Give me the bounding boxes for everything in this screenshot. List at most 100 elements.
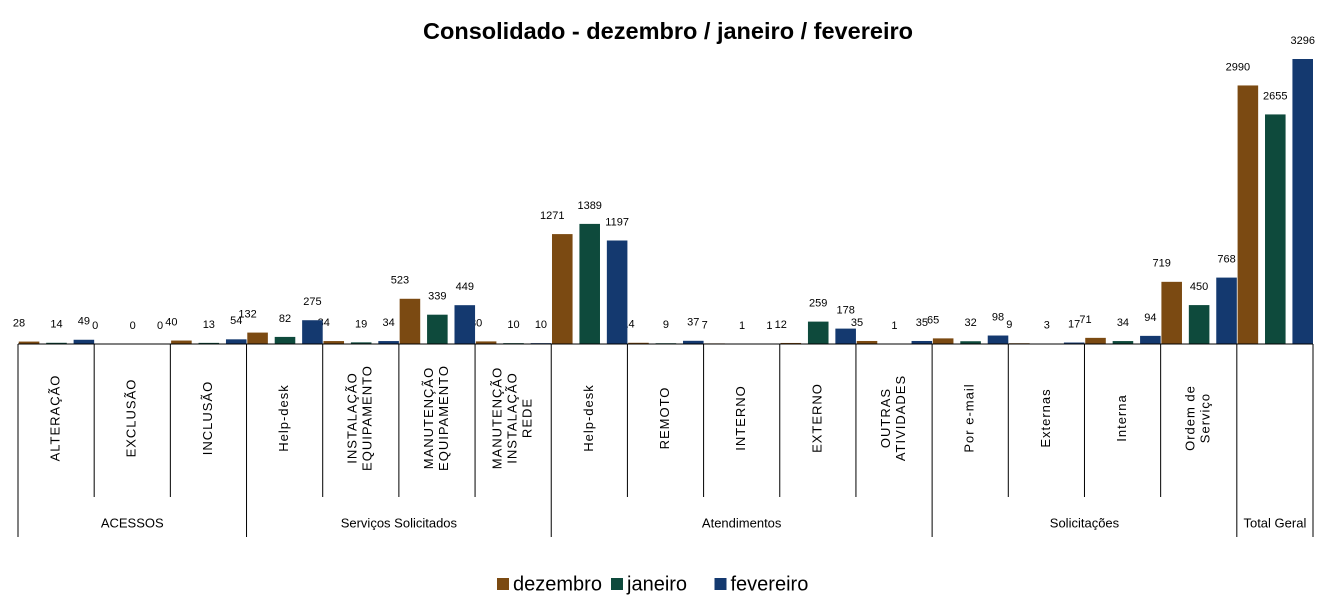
category-label: INCLUSÃO [200, 381, 215, 455]
bar [198, 342, 220, 344]
category-label: Ordem de [1183, 385, 1198, 451]
data-label: 1197 [605, 216, 629, 228]
data-label: 275 [303, 296, 321, 308]
group-label: Atendimentos [702, 515, 782, 530]
category-label: REMOTO [657, 387, 672, 450]
bar [1085, 337, 1106, 344]
data-label: 3296 [1290, 35, 1314, 47]
bar [1161, 281, 1182, 344]
category-label: INSTALAÇÃO [345, 372, 360, 463]
legend-label: janeiro [626, 573, 687, 595]
data-label: 34 [1117, 317, 1129, 329]
data-label: 94 [1144, 312, 1156, 324]
bar [1188, 305, 1210, 344]
bar [427, 314, 448, 344]
data-label: 10 [507, 319, 519, 331]
data-label: 10 [535, 319, 547, 331]
bar [171, 340, 192, 344]
data-label: 523 [391, 275, 409, 287]
bar [18, 341, 40, 344]
group-label: Solicitações [1050, 515, 1120, 530]
data-label: 1 [891, 320, 897, 332]
data-label: 65 [927, 314, 939, 326]
data-label: 768 [1217, 253, 1235, 265]
bar [1140, 335, 1161, 344]
data-label: 49 [78, 316, 90, 328]
category-label: Externas [1038, 388, 1053, 447]
data-label: 339 [428, 291, 446, 303]
category-label: Help-desk [276, 384, 291, 452]
data-label: 719 [1153, 258, 1171, 270]
data-label: 32 [964, 317, 976, 329]
bar [835, 328, 856, 344]
bar [73, 339, 95, 344]
data-label: 13 [203, 319, 215, 331]
bar [1216, 277, 1237, 344]
category-label: Por e-mail [962, 383, 977, 452]
category-label: ALTERAÇÃO [48, 375, 63, 462]
bar [551, 234, 573, 344]
category-label: MANUTENÇÃO [490, 367, 505, 469]
bar [475, 341, 497, 344]
category-label: EQUIPAMENTO [436, 365, 451, 471]
data-label: 2990 [1226, 61, 1250, 73]
category-label: Help-desk [581, 384, 596, 452]
category-label: REDE [520, 398, 535, 438]
data-label: 1 [739, 320, 745, 332]
data-label: 0 [130, 320, 136, 332]
data-label: 1 [766, 320, 772, 332]
bar [399, 298, 421, 344]
chart-title: Consolidado - dezembro / janeiro / fever… [423, 18, 913, 44]
bar [932, 338, 954, 344]
data-label: 259 [809, 298, 827, 310]
bar [628, 342, 649, 344]
bar [683, 340, 704, 344]
category-label: Interna [1114, 394, 1129, 441]
category-label: EXCLUSÃO [124, 379, 139, 458]
category-label: ATIVIDADES [893, 375, 908, 461]
data-label: 132 [238, 308, 256, 320]
data-label: 1389 [577, 200, 601, 212]
data-label: 28 [13, 317, 25, 329]
bar [1237, 85, 1259, 344]
data-label: 450 [1190, 281, 1208, 293]
bar [807, 321, 829, 344]
bar [606, 240, 628, 344]
data-label: 14 [50, 319, 62, 331]
bar [1112, 341, 1134, 344]
bar [856, 340, 878, 344]
bar [1063, 342, 1085, 344]
data-label: 37 [687, 317, 699, 329]
group-label: Serviços Solicitados [341, 515, 458, 530]
category-label: Serviço [1198, 393, 1213, 443]
data-label: 82 [279, 313, 291, 325]
bar [454, 305, 476, 344]
data-label: 54 [230, 315, 242, 327]
bar [302, 320, 323, 344]
bar [225, 339, 247, 344]
bar [987, 335, 1009, 344]
data-label: 34 [382, 317, 394, 329]
bar [46, 342, 67, 344]
bar [323, 341, 345, 344]
bar [274, 336, 296, 344]
bar [579, 223, 600, 344]
bar [247, 332, 268, 344]
data-label: 17 [1068, 318, 1080, 330]
bar [1265, 114, 1286, 345]
data-label: 9 [663, 319, 669, 331]
group-label: Total Geral [1243, 515, 1306, 530]
data-label: 40 [165, 316, 177, 328]
data-label: 9 [1006, 319, 1012, 331]
data-label: 178 [836, 305, 854, 317]
group-label: ACESSOS [101, 515, 164, 530]
bar [378, 341, 399, 344]
data-label: 1271 [540, 210, 564, 222]
data-label: 2655 [1263, 90, 1287, 102]
data-label: 0 [157, 320, 163, 332]
data-label: 3 [1044, 320, 1050, 332]
data-label: 7 [702, 319, 708, 331]
bar [780, 342, 802, 344]
bar [960, 341, 981, 344]
